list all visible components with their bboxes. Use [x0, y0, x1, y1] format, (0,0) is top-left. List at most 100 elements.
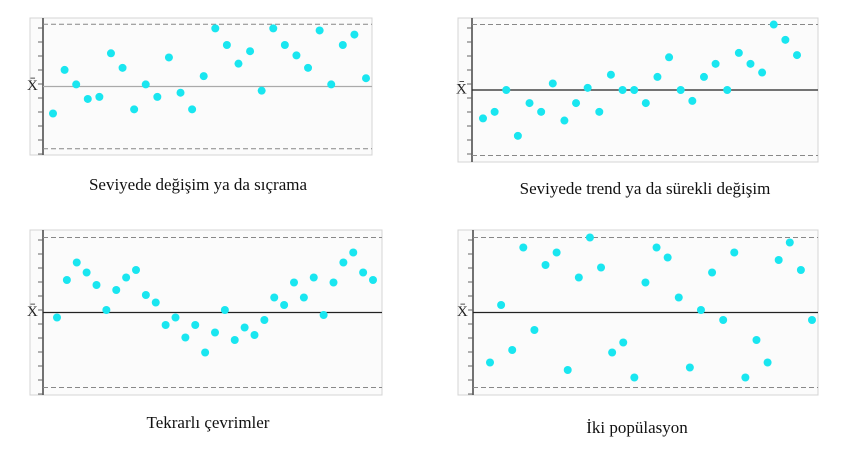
point	[537, 107, 546, 116]
point	[785, 238, 794, 247]
point	[699, 72, 708, 81]
point	[560, 116, 569, 125]
point	[665, 53, 674, 62]
point	[222, 40, 231, 49]
point	[132, 266, 140, 274]
point	[304, 63, 313, 72]
point	[329, 278, 338, 287]
caption: Tekrarlı çevrimler	[147, 413, 270, 432]
point	[630, 373, 639, 382]
point	[674, 293, 683, 302]
point	[641, 99, 650, 108]
point	[292, 51, 301, 60]
point	[513, 131, 522, 140]
point	[199, 72, 208, 81]
point	[220, 306, 229, 314]
point	[595, 107, 604, 116]
point	[630, 86, 639, 94]
point	[606, 70, 615, 79]
point	[685, 363, 694, 372]
point	[719, 316, 728, 324]
point	[362, 74, 370, 83]
point	[552, 248, 561, 257]
point	[741, 373, 750, 382]
point	[734, 48, 743, 57]
point	[763, 358, 772, 367]
point	[269, 24, 278, 33]
point	[349, 248, 358, 257]
point	[171, 313, 180, 322]
point	[60, 65, 69, 74]
point	[723, 86, 732, 94]
point	[525, 99, 534, 108]
point	[608, 348, 617, 357]
point	[618, 86, 627, 94]
point	[486, 358, 494, 367]
point	[280, 40, 289, 49]
point	[597, 263, 606, 272]
point	[72, 258, 81, 267]
point	[676, 86, 685, 94]
point	[338, 40, 347, 49]
point	[369, 276, 377, 284]
point	[752, 336, 761, 344]
point	[711, 59, 720, 68]
caption: Seviyede trend ya da sürekli değişim	[520, 179, 771, 198]
point	[151, 298, 160, 307]
point	[696, 306, 705, 314]
point	[769, 20, 778, 29]
point	[339, 258, 348, 267]
point	[327, 80, 336, 89]
point	[796, 266, 805, 274]
point	[270, 293, 279, 302]
point	[641, 278, 650, 287]
point	[130, 105, 139, 114]
point	[201, 348, 210, 357]
point	[730, 248, 739, 257]
point	[652, 243, 661, 252]
point	[95, 92, 104, 101]
center-label: X̄	[27, 78, 38, 94]
point	[246, 47, 255, 56]
point	[141, 291, 150, 299]
point	[508, 346, 517, 354]
point	[490, 107, 499, 116]
point	[82, 268, 91, 277]
point	[72, 80, 81, 89]
point	[122, 273, 131, 282]
point	[497, 301, 506, 309]
point	[83, 94, 92, 103]
point	[309, 273, 318, 282]
point	[774, 256, 783, 264]
center-label: X̄	[457, 304, 468, 320]
point	[619, 338, 628, 347]
point	[781, 35, 790, 44]
point	[112, 286, 121, 294]
point	[188, 105, 197, 114]
point	[234, 59, 243, 68]
center-label: X̄	[27, 304, 38, 320]
point	[708, 268, 717, 277]
point	[62, 276, 71, 284]
point	[502, 86, 511, 94]
point	[191, 321, 200, 329]
point	[257, 86, 266, 95]
point	[653, 72, 662, 81]
point	[211, 328, 219, 337]
point	[663, 253, 672, 262]
point	[141, 80, 150, 89]
point	[746, 59, 755, 68]
point	[319, 311, 328, 319]
caption: Seviyede değişim ya da sıçrama	[89, 175, 308, 194]
point	[250, 331, 259, 339]
point	[758, 68, 767, 77]
point	[359, 268, 368, 277]
point	[240, 323, 249, 332]
point	[53, 313, 61, 322]
point	[92, 281, 101, 289]
point	[290, 278, 298, 287]
point	[161, 321, 170, 329]
point	[260, 316, 269, 324]
point	[315, 26, 324, 35]
